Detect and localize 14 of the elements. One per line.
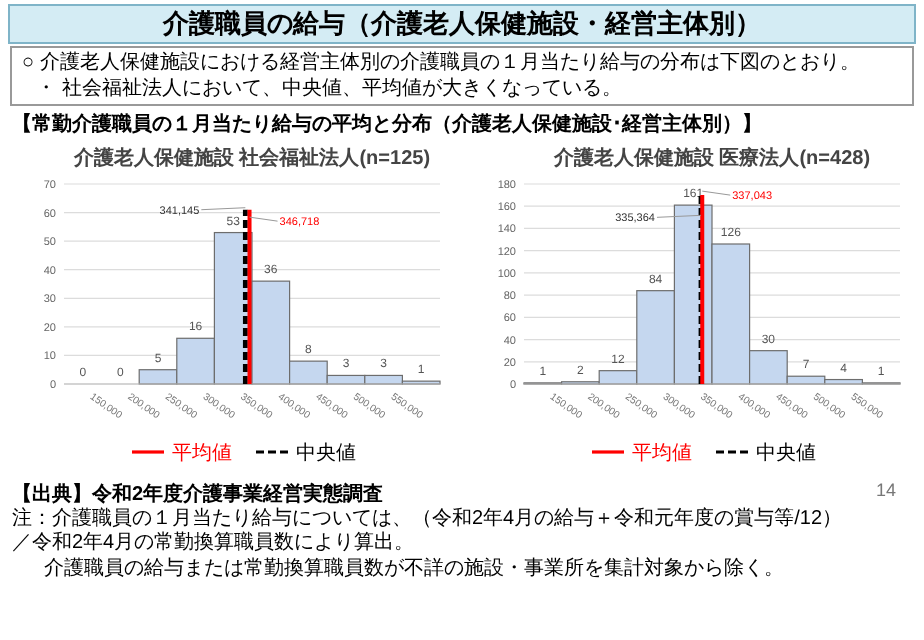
legend-label: 中央値 xyxy=(296,441,356,465)
text: 介護職員の給与または常勤換算職員数が不詳の施設・事業所を集計対象から除く。 xyxy=(44,558,786,582)
legend-label: 平均値 xyxy=(172,441,232,465)
text: 14 xyxy=(875,480,896,500)
text: 注：介護職員の１月当たり給与については、（令和2年4月の給与＋令和元年度の賞与等/12）／令和2年4月の常勤換算職員数により算出。 xyxy=(12,508,845,556)
text: 【出典】令和2年度介護事業経営実態調査 xyxy=(12,480,384,507)
chart-title: 介護老人保健施設 医療法人(n=428) xyxy=(551,146,871,170)
chart-title: 介護老人保健施設 社会福祉法人(n=125) xyxy=(71,146,431,170)
text: 介護職員の給与（介護老人保健施設・経営主体別） xyxy=(8,4,916,44)
text: ○ 介護老人保健施設における経営主体別の介護職員の１月当たり給与の分布は下図のとおり。 xyxy=(10,46,914,78)
text: ・ 社会福祉法人において、中央値、平均値が大きくなっている。 xyxy=(10,76,914,106)
text: 【常勤介護職員の１月当たり給与の平均と分布（介護老人保健施設･経営主体別）】 xyxy=(12,110,762,138)
legend-label: 平均値 xyxy=(632,441,692,465)
legend-label: 中央値 xyxy=(756,441,816,465)
